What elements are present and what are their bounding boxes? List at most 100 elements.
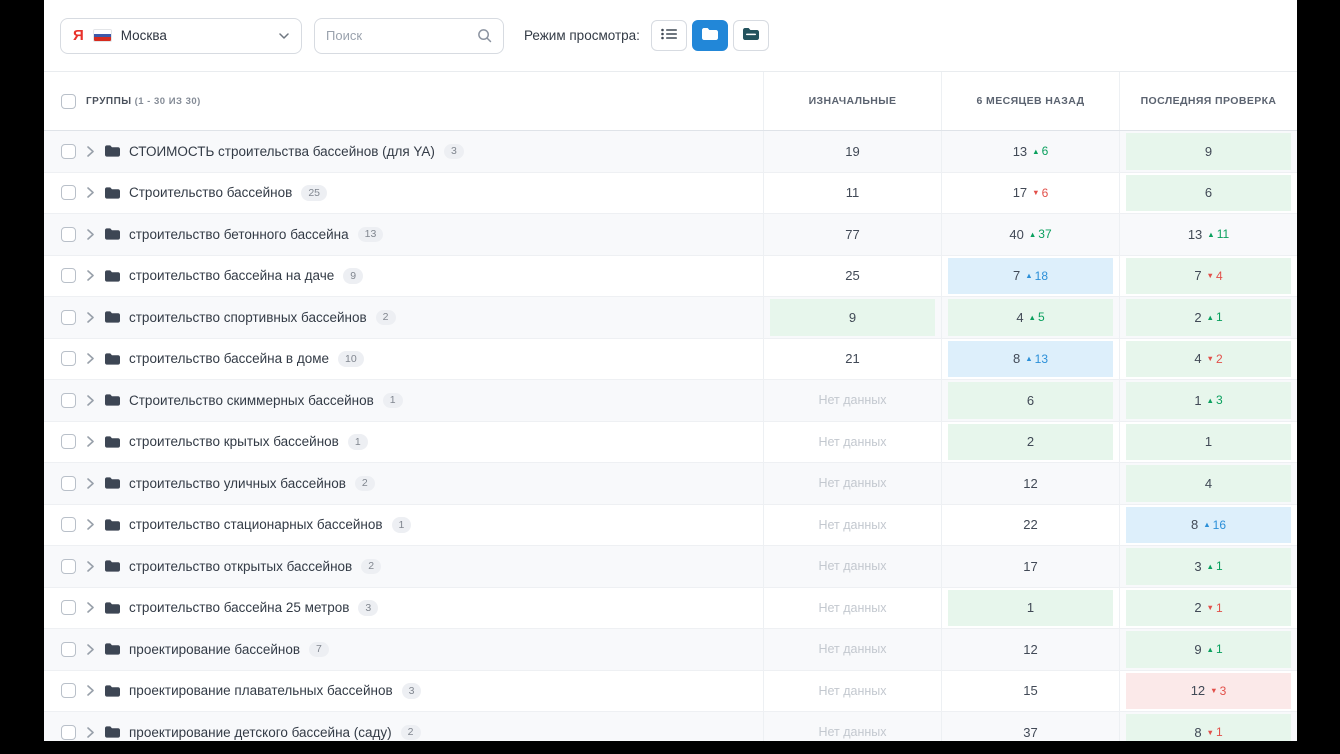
row-checkbox[interactable] [61, 641, 76, 657]
expand-chevron-icon[interactable] [85, 351, 96, 366]
position-value: 1 [1204, 434, 1213, 450]
select-all-checkbox[interactable] [61, 93, 76, 109]
group-name[interactable]: Строительство бассейнов [129, 185, 293, 201]
position-delta: ▲ 16 [1203, 517, 1227, 532]
expand-chevron-icon[interactable] [85, 393, 96, 408]
expand-chevron-icon[interactable] [85, 144, 96, 159]
arrow-down-icon: ▼ [1206, 271, 1214, 280]
group-name[interactable]: строительство крытых бассейнов [129, 434, 339, 450]
group-name-cell: строительство крытых бассейнов 1 [44, 422, 763, 463]
expand-chevron-icon[interactable] [85, 185, 96, 200]
row-checkbox[interactable] [61, 309, 76, 325]
group-name[interactable]: строительство стационарных бассейнов [129, 517, 383, 533]
group-name[interactable]: Строительство скиммерных бассейнов [129, 392, 374, 408]
group-name[interactable]: строительство бассейна 25 метров [129, 600, 350, 616]
keyword-count-badge: 10 [338, 351, 364, 367]
group-name[interactable]: строительство бассейна в доме [129, 351, 329, 367]
group-name-cell: проектирование детского бассейна (саду) 2 [44, 712, 763, 741]
group-name-cell: Строительство бассейнов 25 [44, 173, 763, 214]
table-row: проектирование бассейнов 7 Нет данных 12 9 ▲ 1 [44, 629, 1297, 671]
position-delta: ▲ 3 [1206, 393, 1223, 408]
group-name-cell: строительство спортивных бассейнов 2 [44, 297, 763, 338]
expand-chevron-icon[interactable] [85, 517, 96, 532]
column-header-6-months-ago[interactable]: 6 МЕСЯЦЕВ НАЗАД [941, 72, 1119, 130]
keyword-count-badge: 9 [343, 268, 364, 284]
folder-icon [105, 685, 120, 697]
arrow-up-icon: ▲ [1025, 354, 1033, 363]
position-delta: ▲ 6 [1032, 144, 1049, 159]
expand-chevron-icon[interactable] [85, 268, 96, 283]
search-input[interactable] [326, 28, 469, 43]
position-delta: ▲ 1 [1206, 642, 1223, 657]
expand-chevron-icon[interactable] [85, 725, 96, 740]
folders-view-button[interactable] [732, 20, 769, 51]
no-data-label: Нет данных [818, 683, 887, 698]
list-view-button[interactable] [650, 20, 687, 51]
position-delta: ▲ 1 [1206, 310, 1223, 325]
expand-chevron-icon[interactable] [85, 559, 96, 574]
keyword-count-badge: 3 [443, 143, 464, 159]
cell-six-months-ago: 12 [941, 463, 1119, 504]
position-delta: ▲ 1 [1206, 559, 1223, 574]
table-body: СТОИМОСТЬ строительства бассейнов (для Y… [44, 131, 1297, 741]
group-name[interactable]: строительство спортивных бассейнов [129, 309, 367, 325]
cell-last-check: 1 ▲ 3 [1119, 380, 1297, 421]
folder-archive-icon [742, 28, 759, 43]
folder-icon [105, 436, 120, 448]
row-checkbox[interactable] [61, 558, 76, 574]
keyword-count-badge: 2 [361, 558, 382, 574]
row-checkbox[interactable] [61, 517, 76, 533]
cell-six-months-ago: 7 ▲ 18 [941, 255, 1119, 296]
group-name[interactable]: проектирование бассейнов [129, 641, 301, 657]
list-icon [661, 28, 677, 43]
arrow-up-icon: ▲ [1206, 312, 1214, 322]
arrow-up-icon: ▲ [1028, 312, 1036, 322]
cell-last-check: 9 [1119, 131, 1297, 172]
row-checkbox[interactable] [61, 683, 76, 699]
cell-last-check: 3 ▲ 1 [1119, 546, 1297, 587]
arrow-down-icon: ▼ [1210, 686, 1218, 695]
row-checkbox[interactable] [61, 475, 76, 491]
group-name[interactable]: проектирование плавательных бассейнов [129, 683, 393, 699]
table-row: строительство спортивных бассейнов 2 9 4 ▲ 5 2… [44, 297, 1297, 339]
folder-icon [105, 228, 120, 240]
column-header-initial[interactable]: ИЗНАЧАЛЬНЫЕ [763, 72, 941, 130]
column-header-last-check[interactable]: ПОСЛЕДНЯЯ ПРОВЕРКА [1119, 72, 1297, 130]
folder-view-button[interactable] [691, 20, 728, 51]
expand-chevron-icon[interactable] [85, 310, 96, 325]
row-checkbox[interactable] [61, 226, 76, 242]
no-data-label: Нет данных [818, 725, 887, 740]
no-data-label: Нет данных [818, 476, 887, 491]
position-value: 7 [1012, 268, 1021, 284]
group-name[interactable]: строительство открытых бассейнов [129, 558, 353, 574]
arrow-up-icon: ▲ [1207, 229, 1215, 239]
group-name[interactable]: проектирование детского бассейна (саду) [129, 724, 392, 740]
group-name[interactable]: СТОИМОСТЬ строительства бассейнов (для Y… [129, 143, 435, 159]
keyword-count-badge: 3 [358, 600, 379, 616]
expand-chevron-icon[interactable] [85, 476, 96, 491]
expand-chevron-icon[interactable] [85, 434, 96, 449]
cell-initial: 21 [763, 338, 941, 379]
project-selector[interactable]: Я Москва [60, 17, 302, 54]
folder-icon [105, 394, 120, 406]
row-checkbox[interactable] [61, 600, 76, 616]
row-checkbox[interactable] [61, 185, 76, 201]
cell-last-check: 1 [1119, 421, 1297, 462]
cell-initial: Нет данных [763, 463, 941, 504]
expand-chevron-icon[interactable] [85, 227, 96, 242]
row-checkbox[interactable] [61, 351, 76, 367]
row-checkbox[interactable] [61, 434, 76, 450]
row-checkbox[interactable] [61, 724, 76, 740]
cell-six-months-ago: 8 ▲ 13 [941, 338, 1119, 379]
row-checkbox[interactable] [61, 268, 76, 284]
no-data-label: Нет данных [818, 600, 887, 615]
row-checkbox[interactable] [61, 143, 76, 159]
row-checkbox[interactable] [61, 392, 76, 408]
group-name[interactable]: строительство уличных бассейнов [129, 475, 346, 491]
group-name[interactable]: строительство бетонного бассейна [129, 226, 349, 242]
expand-chevron-icon[interactable] [85, 600, 96, 615]
expand-chevron-icon[interactable] [85, 642, 96, 657]
group-name[interactable]: строительство бассейна на даче [129, 268, 335, 284]
folder-icon [105, 519, 120, 531]
expand-chevron-icon[interactable] [85, 683, 96, 698]
